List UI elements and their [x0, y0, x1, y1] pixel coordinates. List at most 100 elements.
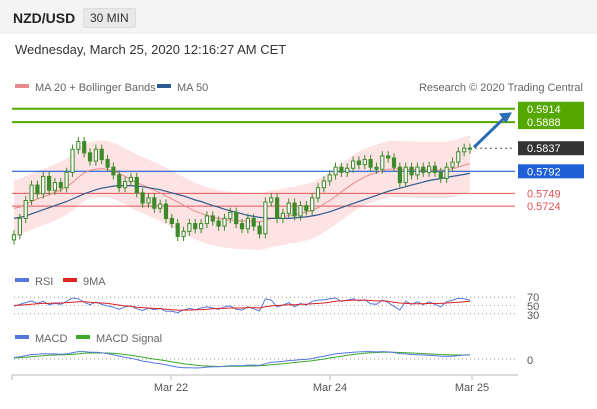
candle-body [286, 202, 291, 214]
candle-body [333, 166, 338, 176]
support_1-label: 0.5749 [527, 188, 561, 200]
support_2-label: 0.5724 [527, 201, 561, 213]
candle-body [23, 200, 28, 219]
candle-body [257, 225, 262, 235]
candle-body [111, 166, 116, 176]
candle-body [327, 174, 332, 182]
ma-bb-legend: MA 20 + Bollinger Bands [35, 82, 156, 94]
candle-body [41, 175, 46, 195]
candle-body [29, 184, 34, 202]
x-tick-label: Mar 24 [313, 382, 347, 394]
pair-title: NZD/USD [13, 10, 76, 26]
last_price-label-box [518, 141, 584, 156]
candle-body [228, 211, 233, 220]
candle-body [462, 147, 467, 153]
candle-body [432, 165, 437, 173]
candle-body [368, 159, 373, 168]
candle-body [467, 147, 473, 150]
candle-body [52, 182, 57, 191]
ma50-line [13, 172, 471, 219]
macd-line [13, 351, 471, 369]
pivot-label-box [518, 164, 584, 179]
pivot-label: 0.5792 [527, 166, 561, 178]
candle-body [263, 201, 268, 235]
candle-body [234, 211, 239, 225]
rsi-ma-legend: 9MA [83, 276, 106, 288]
rsi-legend-swatch [15, 278, 29, 282]
candle-body [275, 197, 280, 219]
candle-body [181, 230, 186, 237]
candle-body [17, 217, 22, 236]
resistance_1-label-box [518, 115, 584, 130]
candle-body [146, 197, 151, 204]
candle-body [187, 223, 192, 232]
timeframe-button[interactable]: 30 MIN [83, 8, 136, 28]
candle-body [140, 192, 145, 204]
candle-body [315, 187, 321, 199]
candle-body [82, 141, 87, 154]
candle-body [163, 203, 169, 220]
macd-signal-legend-swatch [76, 335, 90, 339]
candle-body [158, 203, 163, 209]
candle-body [105, 159, 110, 168]
x-tick-label: Mar 25 [455, 382, 489, 394]
candle-body [204, 215, 210, 225]
candle-body [345, 167, 350, 173]
candle-body [438, 171, 443, 179]
candle-body [269, 197, 274, 203]
candle-body [123, 181, 128, 189]
candle-body [251, 217, 256, 227]
candle-body [117, 174, 122, 189]
candle-body [409, 166, 414, 176]
candle-body [175, 223, 180, 237]
candle-body [397, 166, 402, 184]
candle-body [362, 159, 367, 166]
resistance_1-label: 0.5888 [527, 117, 561, 129]
rsi-line [13, 297, 471, 314]
candle-body [421, 166, 426, 173]
bollinger-band [14, 135, 470, 251]
candle-body [310, 197, 315, 212]
rsi-ma-legend-swatch [63, 278, 77, 282]
macd-signal-legend: MACD Signal [96, 333, 162, 345]
candle-body [169, 217, 175, 224]
candle-body [450, 161, 455, 168]
candle-body [93, 148, 99, 162]
candle-body [444, 166, 449, 179]
credit-text: Research © 2020 Trading Central [419, 82, 583, 94]
candle-body [415, 166, 420, 176]
ma50-legend: MA 50 [177, 82, 208, 94]
ma-bb-legend-swatch [15, 84, 29, 88]
candle-body [356, 160, 361, 166]
candle-body [245, 217, 251, 230]
candle-body [99, 148, 104, 161]
candle-body [216, 220, 221, 227]
candle-body [193, 223, 198, 230]
candle-body [298, 205, 303, 217]
candle-body [58, 182, 63, 189]
candle-body [70, 148, 75, 173]
rsi-level-label: 50 [527, 301, 539, 313]
candle-body [47, 175, 52, 191]
candle-body [210, 215, 215, 222]
rsi-ma-line [13, 299, 471, 311]
resistance_2-label-box [518, 101, 584, 116]
candle-body [64, 171, 69, 189]
macd-zero-label: 0 [527, 355, 533, 367]
candle-body [11, 234, 17, 241]
candle-body [304, 205, 309, 212]
candle-body [76, 141, 81, 150]
candle-body [35, 184, 40, 195]
candle-body [351, 160, 356, 169]
macd-legend-swatch [15, 335, 29, 339]
rsi-level-label: 30 [527, 310, 539, 322]
rsi-level-label: 70 [527, 292, 539, 304]
candle-body [199, 223, 204, 230]
projection-arrow-head [499, 112, 512, 124]
candle-body [374, 166, 379, 170]
candle-body [391, 157, 397, 168]
candle-body [380, 155, 385, 170]
candle-body [292, 202, 297, 217]
resistance_2-label: 0.5914 [527, 104, 561, 116]
